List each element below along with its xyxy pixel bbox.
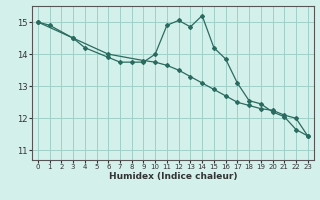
X-axis label: Humidex (Indice chaleur): Humidex (Indice chaleur) <box>108 172 237 181</box>
